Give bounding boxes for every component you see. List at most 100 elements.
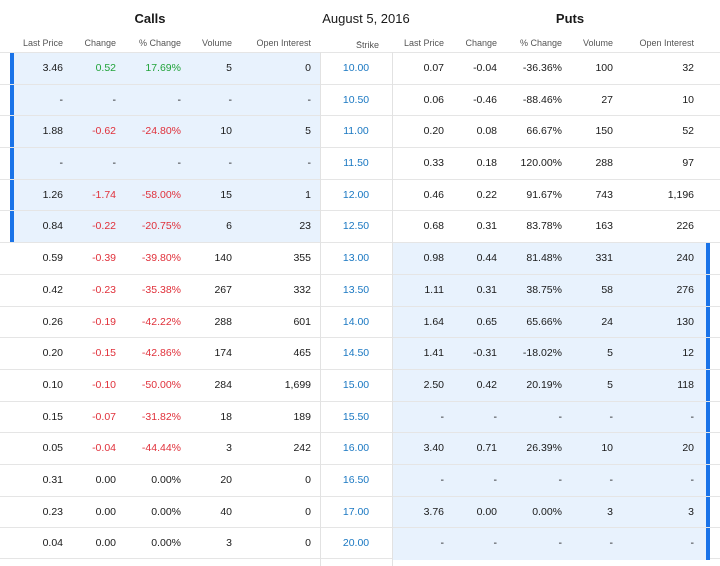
table-row[interactable]: 0.42 -0.23 -35.38% 267 332 13.50 1.11 0.31 38.75… xyxy=(0,273,720,307)
puts-title: Puts xyxy=(555,11,585,26)
calls-in-the-money-bar xyxy=(10,211,14,244)
calls-open-interest-cell: 5 xyxy=(305,125,311,138)
strike-link[interactable]: 16.50 xyxy=(342,473,370,486)
puts-in-the-money-bar xyxy=(706,243,710,275)
table-row[interactable]: 1.88 -0.62 -24.80% 10 5 11.00 0.20 0.08 66.67% 15… xyxy=(0,115,720,149)
calls-pct-change-cell: -42.22% xyxy=(141,315,181,328)
puts-volume-cell: 58 xyxy=(601,283,613,296)
strike-link[interactable]: 13.00 xyxy=(342,252,370,265)
puts-last-price-header[interactable]: Last Price xyxy=(403,38,444,48)
calls-pct-change-cell: 17.69% xyxy=(145,62,181,74)
table-row[interactable]: - - - - - 11.50 0.33 0.18 120.00% 288 97 xyxy=(0,147,720,180)
puts-change-cell: 0.22 xyxy=(476,188,497,201)
puts-volume-header[interactable]: Volume xyxy=(582,38,613,48)
puts-open-interest-cell: 276 xyxy=(676,283,694,296)
puts-in-the-money-highlight xyxy=(392,369,710,402)
strike-link[interactable]: 15.50 xyxy=(342,410,370,423)
table-row[interactable]: 0.04 0.00 0.00% 3 0 20.00 - - - - - xyxy=(0,527,720,560)
puts-change-cell: - xyxy=(493,473,498,486)
calls-pct-change-cell: -35.38% xyxy=(141,283,181,296)
calls-open-interest-cell: 0 xyxy=(305,473,311,486)
calls-last-price-cell: 0.23 xyxy=(42,505,63,518)
puts-change-cell: 0.18 xyxy=(476,157,497,170)
strike-link[interactable]: 13.50 xyxy=(342,283,370,296)
puts-change-header[interactable]: Change xyxy=(465,38,497,48)
table-row[interactable]: 0.31 0.00 0.00% 20 0 16.50 - - - - - xyxy=(0,463,720,497)
caret-up-icon: ⌃ xyxy=(356,40,363,49)
strike-link[interactable]: 14.00 xyxy=(342,315,370,328)
strike-link[interactable]: 11.00 xyxy=(343,125,369,138)
puts-last-price-cell: - xyxy=(440,410,445,423)
puts-volume-cell: 331 xyxy=(595,252,613,265)
puts-pct-change-cell: - xyxy=(558,473,563,486)
table-row[interactable]: 0.23 0.00 0.00% 40 0 17.00 3.76 0.00 0.00% 3 3 xyxy=(0,495,720,529)
puts-volume-cell: 24 xyxy=(601,315,613,328)
puts-volume-cell: 10 xyxy=(601,442,613,455)
calls-pct-change-cell: - xyxy=(177,157,182,170)
table-row[interactable]: 1.26 -1.74 -58.00% 15 1 12.00 0.46 0.22 91.67% 74… xyxy=(0,178,720,212)
puts-change-cell: 0.08 xyxy=(476,125,497,138)
table-row[interactable]: 0.26 -0.19 -42.22% 288 601 14.00 1.64 0.65 65.66… xyxy=(0,305,720,339)
calls-pct-change-cell: 0.00% xyxy=(151,473,181,486)
strike-link[interactable]: 15.00 xyxy=(342,378,370,391)
puts-volume-cell: 743 xyxy=(595,188,613,201)
strike-link[interactable]: 20.00 xyxy=(342,537,370,550)
table-row[interactable]: - - - - - 10.50 0.06 -0.46 -88.46% 27 10 xyxy=(0,83,720,117)
puts-pct-change-cell: - xyxy=(558,537,563,550)
table-row[interactable]: 0.05 -0.04 -44.44% 3 242 16.00 3.40 0.71 26.39% 1… xyxy=(0,432,720,465)
table-row[interactable]: 3.46 0.52 17.69% 5 0 10.00 0.07 -0.04 -36.36% 100… xyxy=(0,52,720,85)
calls-in-the-money-bar xyxy=(10,148,14,180)
puts-in-the-money-bar xyxy=(706,433,710,465)
calls-change-header[interactable]: Change xyxy=(84,38,116,48)
expiration-date[interactable]: August 5, 2016 xyxy=(322,11,410,26)
calls-title: Calls xyxy=(134,11,166,26)
calls-pct-change-cell: -58.00% xyxy=(141,188,181,201)
calls-last-price-cell: 0.59 xyxy=(42,252,63,265)
table-row[interactable]: 0.84 -0.22 -20.75% 6 23 12.50 0.68 0.31 83.78% 16… xyxy=(0,210,720,244)
calls-pct-change-cell: -31.82% xyxy=(141,410,181,423)
puts-last-price-cell: - xyxy=(440,473,445,486)
calls-in-the-money-bar xyxy=(10,116,14,149)
puts-open-interest-cell: 10 xyxy=(682,93,694,106)
puts-in-the-money-bar xyxy=(706,338,710,370)
strike-link[interactable]: 11.50 xyxy=(343,157,369,170)
puts-open-interest-cell: 130 xyxy=(676,315,694,328)
strike-link[interactable]: 10.50 xyxy=(342,93,370,106)
puts-last-price-cell: 0.68 xyxy=(423,220,444,233)
strike-link[interactable]: 10.00 xyxy=(342,62,370,74)
calls-pct-change-header[interactable]: % Change xyxy=(138,38,181,48)
calls-pct-change-cell: - xyxy=(177,93,182,106)
strike-link[interactable]: 16.00 xyxy=(342,442,370,455)
calls-last-price-header[interactable]: Last Price xyxy=(22,38,63,48)
puts-open-interest-header[interactable]: Open Interest xyxy=(639,38,694,48)
puts-last-price-cell: 1.41 xyxy=(423,347,444,360)
calls-pct-change-cell: -50.00% xyxy=(141,378,181,391)
table-row[interactable]: 0.59 -0.39 -39.80% 140 355 13.00 0.98 0.44 81.48… xyxy=(0,242,720,275)
puts-open-interest-cell: - xyxy=(690,410,695,423)
calls-open-interest-header[interactable]: Open Interest xyxy=(256,38,311,48)
strike-link[interactable]: 17.00 xyxy=(342,505,370,518)
calls-open-interest-cell: 332 xyxy=(293,283,311,296)
strike-link[interactable]: 12.00 xyxy=(342,188,370,201)
calls-in-the-money-highlight xyxy=(10,116,320,149)
calls-volume-cell: 174 xyxy=(214,347,232,360)
strike-link[interactable]: 14.50 xyxy=(342,347,370,360)
puts-pct-change-cell: -36.36% xyxy=(522,62,562,74)
puts-change-cell: - xyxy=(493,537,498,550)
calls-volume-header[interactable]: Volume xyxy=(201,38,232,48)
table-row[interactable]: 0.20 -0.15 -42.86% 174 465 14.50 1.41 -0.31 -18.… xyxy=(0,337,720,370)
calls-pct-change-cell: -44.44% xyxy=(141,442,181,455)
table-row[interactable]: 0.10 -0.10 -50.00% 284 1,699 15.00 2.50 0.42 20.… xyxy=(0,368,720,402)
puts-change-cell: 0.44 xyxy=(476,252,497,265)
puts-last-price-cell: 3.76 xyxy=(423,505,444,518)
puts-volume-cell: 100 xyxy=(595,62,613,74)
calls-volume-cell: 6 xyxy=(226,220,232,233)
table-row[interactable]: 0.15 -0.07 -31.82% 18 189 15.50 - - - - - xyxy=(0,400,720,434)
calls-open-interest-cell: 1,699 xyxy=(284,378,311,391)
calls-last-price-cell: 3.46 xyxy=(42,62,63,74)
calls-volume-cell: - xyxy=(228,93,233,106)
strike-link[interactable]: 12.50 xyxy=(342,220,370,233)
calls-open-interest-cell: 465 xyxy=(293,347,311,360)
puts-pct-change-header[interactable]: % Change xyxy=(519,38,562,48)
calls-last-price-cell: 0.10 xyxy=(42,378,63,391)
